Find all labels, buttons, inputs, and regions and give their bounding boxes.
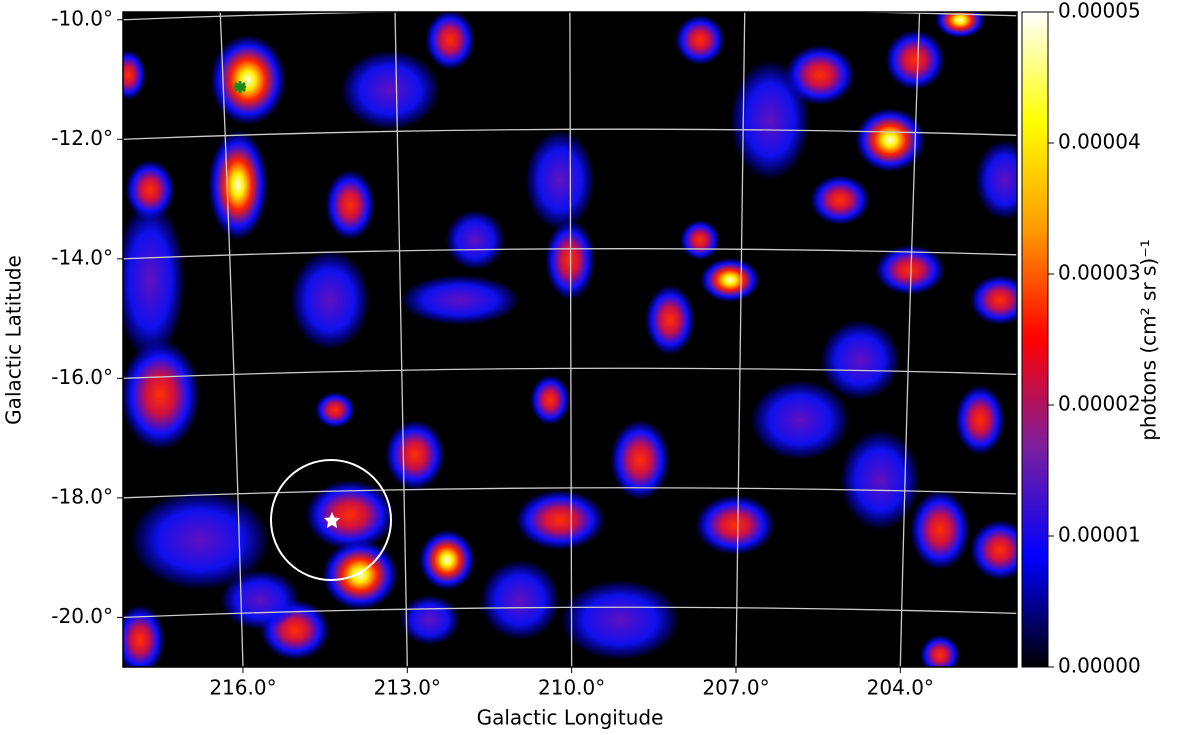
grid-line — [123, 487, 1017, 499]
emission-blob — [123, 340, 200, 450]
grid-line — [394, 12, 408, 667]
emission-blob — [419, 530, 475, 590]
emission-blob — [970, 520, 1017, 580]
emission-blob — [400, 595, 460, 645]
colorbar-tick-label: 0.00000 — [1058, 654, 1141, 678]
emission-blob — [530, 375, 570, 425]
emission-blob — [680, 220, 720, 260]
colorbar-label: photons (cm² sr s)⁻¹ — [1137, 239, 1161, 441]
emission-blob — [560, 580, 680, 660]
emission-blob — [975, 140, 1017, 220]
y-axis-label: Galactic Latitude — [2, 255, 26, 425]
x-tick-label: 216.0° — [209, 676, 276, 700]
y-tick-label: -12.0° — [51, 126, 113, 150]
emission-blob — [130, 490, 270, 590]
source-star — [324, 512, 340, 528]
emission-blob — [305, 480, 395, 550]
emission-blob — [515, 490, 605, 550]
source-cross — [234, 81, 246, 93]
emission-blob — [445, 210, 505, 270]
emission-map — [123, 12, 1017, 667]
grid-line — [123, 248, 1017, 260]
emission-blob — [675, 15, 725, 65]
x-tick-label: 204.0° — [867, 676, 934, 700]
emission-blob — [610, 420, 670, 500]
emission-blob — [210, 35, 286, 125]
grid-line — [123, 128, 1017, 140]
emission-blob — [385, 420, 445, 490]
emission-blob — [425, 12, 475, 70]
emission-blob — [955, 385, 1005, 455]
y-tick-label: -16.0° — [51, 365, 113, 389]
colorbar — [1021, 11, 1049, 668]
emission-blob — [820, 320, 900, 400]
emission-blob — [885, 30, 945, 90]
emission-blob — [322, 540, 398, 610]
y-tick-label: -10.0° — [51, 6, 113, 30]
x-tick-label: 207.0° — [702, 676, 769, 700]
emission-blob — [123, 200, 185, 360]
emission-blob — [208, 130, 268, 240]
emission-blob — [525, 130, 595, 230]
emission-blob — [700, 258, 760, 302]
emission-blob — [325, 170, 375, 240]
emission-blob — [340, 50, 440, 130]
emission-blob — [480, 560, 560, 640]
y-tick-label: -20.0° — [51, 604, 113, 628]
emission-blob — [730, 60, 810, 180]
grid-line — [123, 367, 1017, 379]
x-tick-label: 210.0° — [538, 676, 605, 700]
emission-blob — [645, 285, 695, 355]
y-tick-label: -18.0° — [51, 484, 113, 508]
emission-blob — [125, 160, 175, 220]
emission-blob — [970, 275, 1017, 325]
grid-line — [899, 12, 921, 667]
emission-blob — [920, 635, 960, 667]
colorbar-tick-label: 0.00005 — [1058, 0, 1141, 23]
emission-blob — [810, 175, 870, 225]
emission-blob — [400, 275, 520, 325]
grid-line — [123, 606, 1017, 619]
emission-blob — [840, 430, 920, 530]
y-tick-label: -14.0° — [51, 245, 113, 269]
colorbar-tick-label: 0.00001 — [1058, 523, 1141, 547]
region-circle — [270, 459, 392, 581]
emission-blob — [123, 50, 146, 100]
colorbar-tick-label: 0.00004 — [1058, 130, 1141, 154]
grid-line — [219, 12, 244, 667]
colorbar-tick-label: 0.00002 — [1058, 392, 1141, 416]
emission-blob — [910, 490, 970, 570]
colorbar-tick-label: 0.00003 — [1058, 261, 1141, 285]
grid-line — [569, 12, 573, 667]
emission-blob — [855, 108, 925, 172]
grid-line — [735, 12, 746, 667]
emission-blob — [875, 245, 945, 295]
emission-blob — [695, 495, 775, 555]
x-axis-label: Galactic Longitude — [477, 706, 664, 730]
emission-blob — [935, 12, 985, 38]
emission-blob — [290, 250, 370, 350]
x-tick-label: 213.0° — [374, 676, 441, 700]
emission-blob — [123, 605, 165, 667]
emission-blob — [750, 380, 850, 460]
emission-blob — [220, 570, 300, 630]
emission-blob — [315, 392, 355, 428]
plot-frame — [122, 11, 1018, 668]
